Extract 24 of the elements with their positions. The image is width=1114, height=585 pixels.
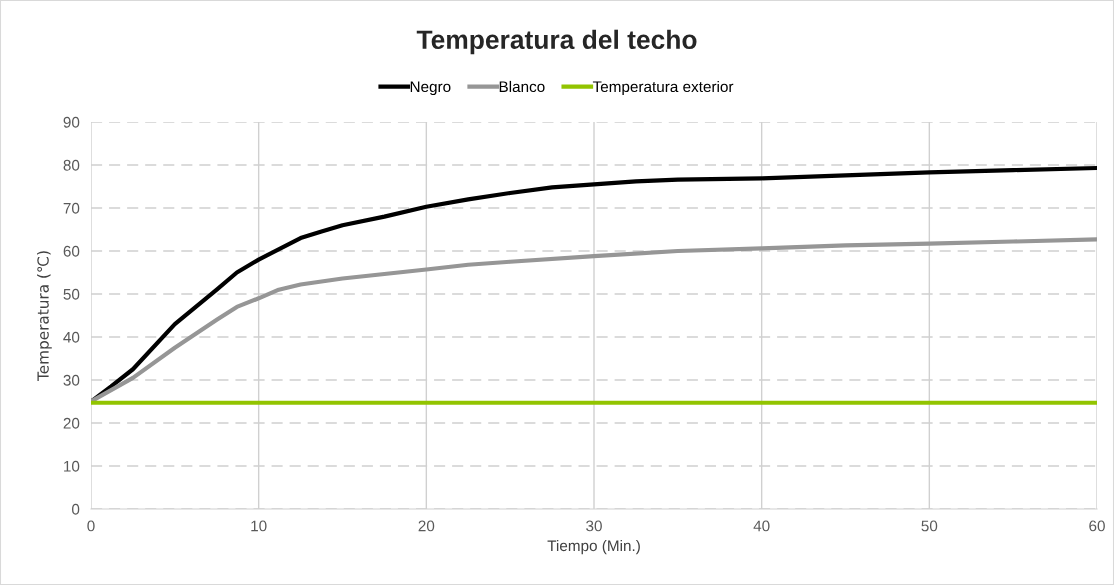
legend-label: Blanco (499, 80, 545, 93)
y-tick-label: 60 (63, 245, 80, 257)
x-tick-label: 10 (251, 520, 267, 532)
x-tick-label: 60 (1089, 520, 1105, 532)
x-tick-label: 50 (921, 520, 938, 532)
y-tick-label: 30 (63, 374, 80, 386)
chart-title: Temperatura del techo (416, 29, 697, 55)
x-axis-title: Tiempo (Min.) (547, 539, 640, 555)
y-tick-label: 80 (63, 159, 80, 171)
legend-label: Temperatura exterior (592, 80, 734, 96)
y-tick-label: 20 (63, 417, 80, 429)
y-tick-label: 50 (63, 288, 80, 300)
y-tick-label: 10 (64, 460, 80, 472)
y-tick-label: 90 (63, 116, 80, 128)
line-series (91, 237, 1097, 404)
x-tick-label: 20 (418, 520, 435, 532)
y-tick-label: 70 (63, 202, 80, 214)
y-tick-label: 40 (63, 331, 80, 343)
legend-label: Negro (410, 81, 451, 96)
x-tick-label: 30 (586, 520, 602, 532)
y-axis-title: Temperatura (℃) (37, 251, 52, 382)
x-tick-label: 40 (753, 520, 770, 532)
x-tick-label: 0 (87, 520, 95, 532)
y-tick-label: 0 (71, 503, 80, 515)
